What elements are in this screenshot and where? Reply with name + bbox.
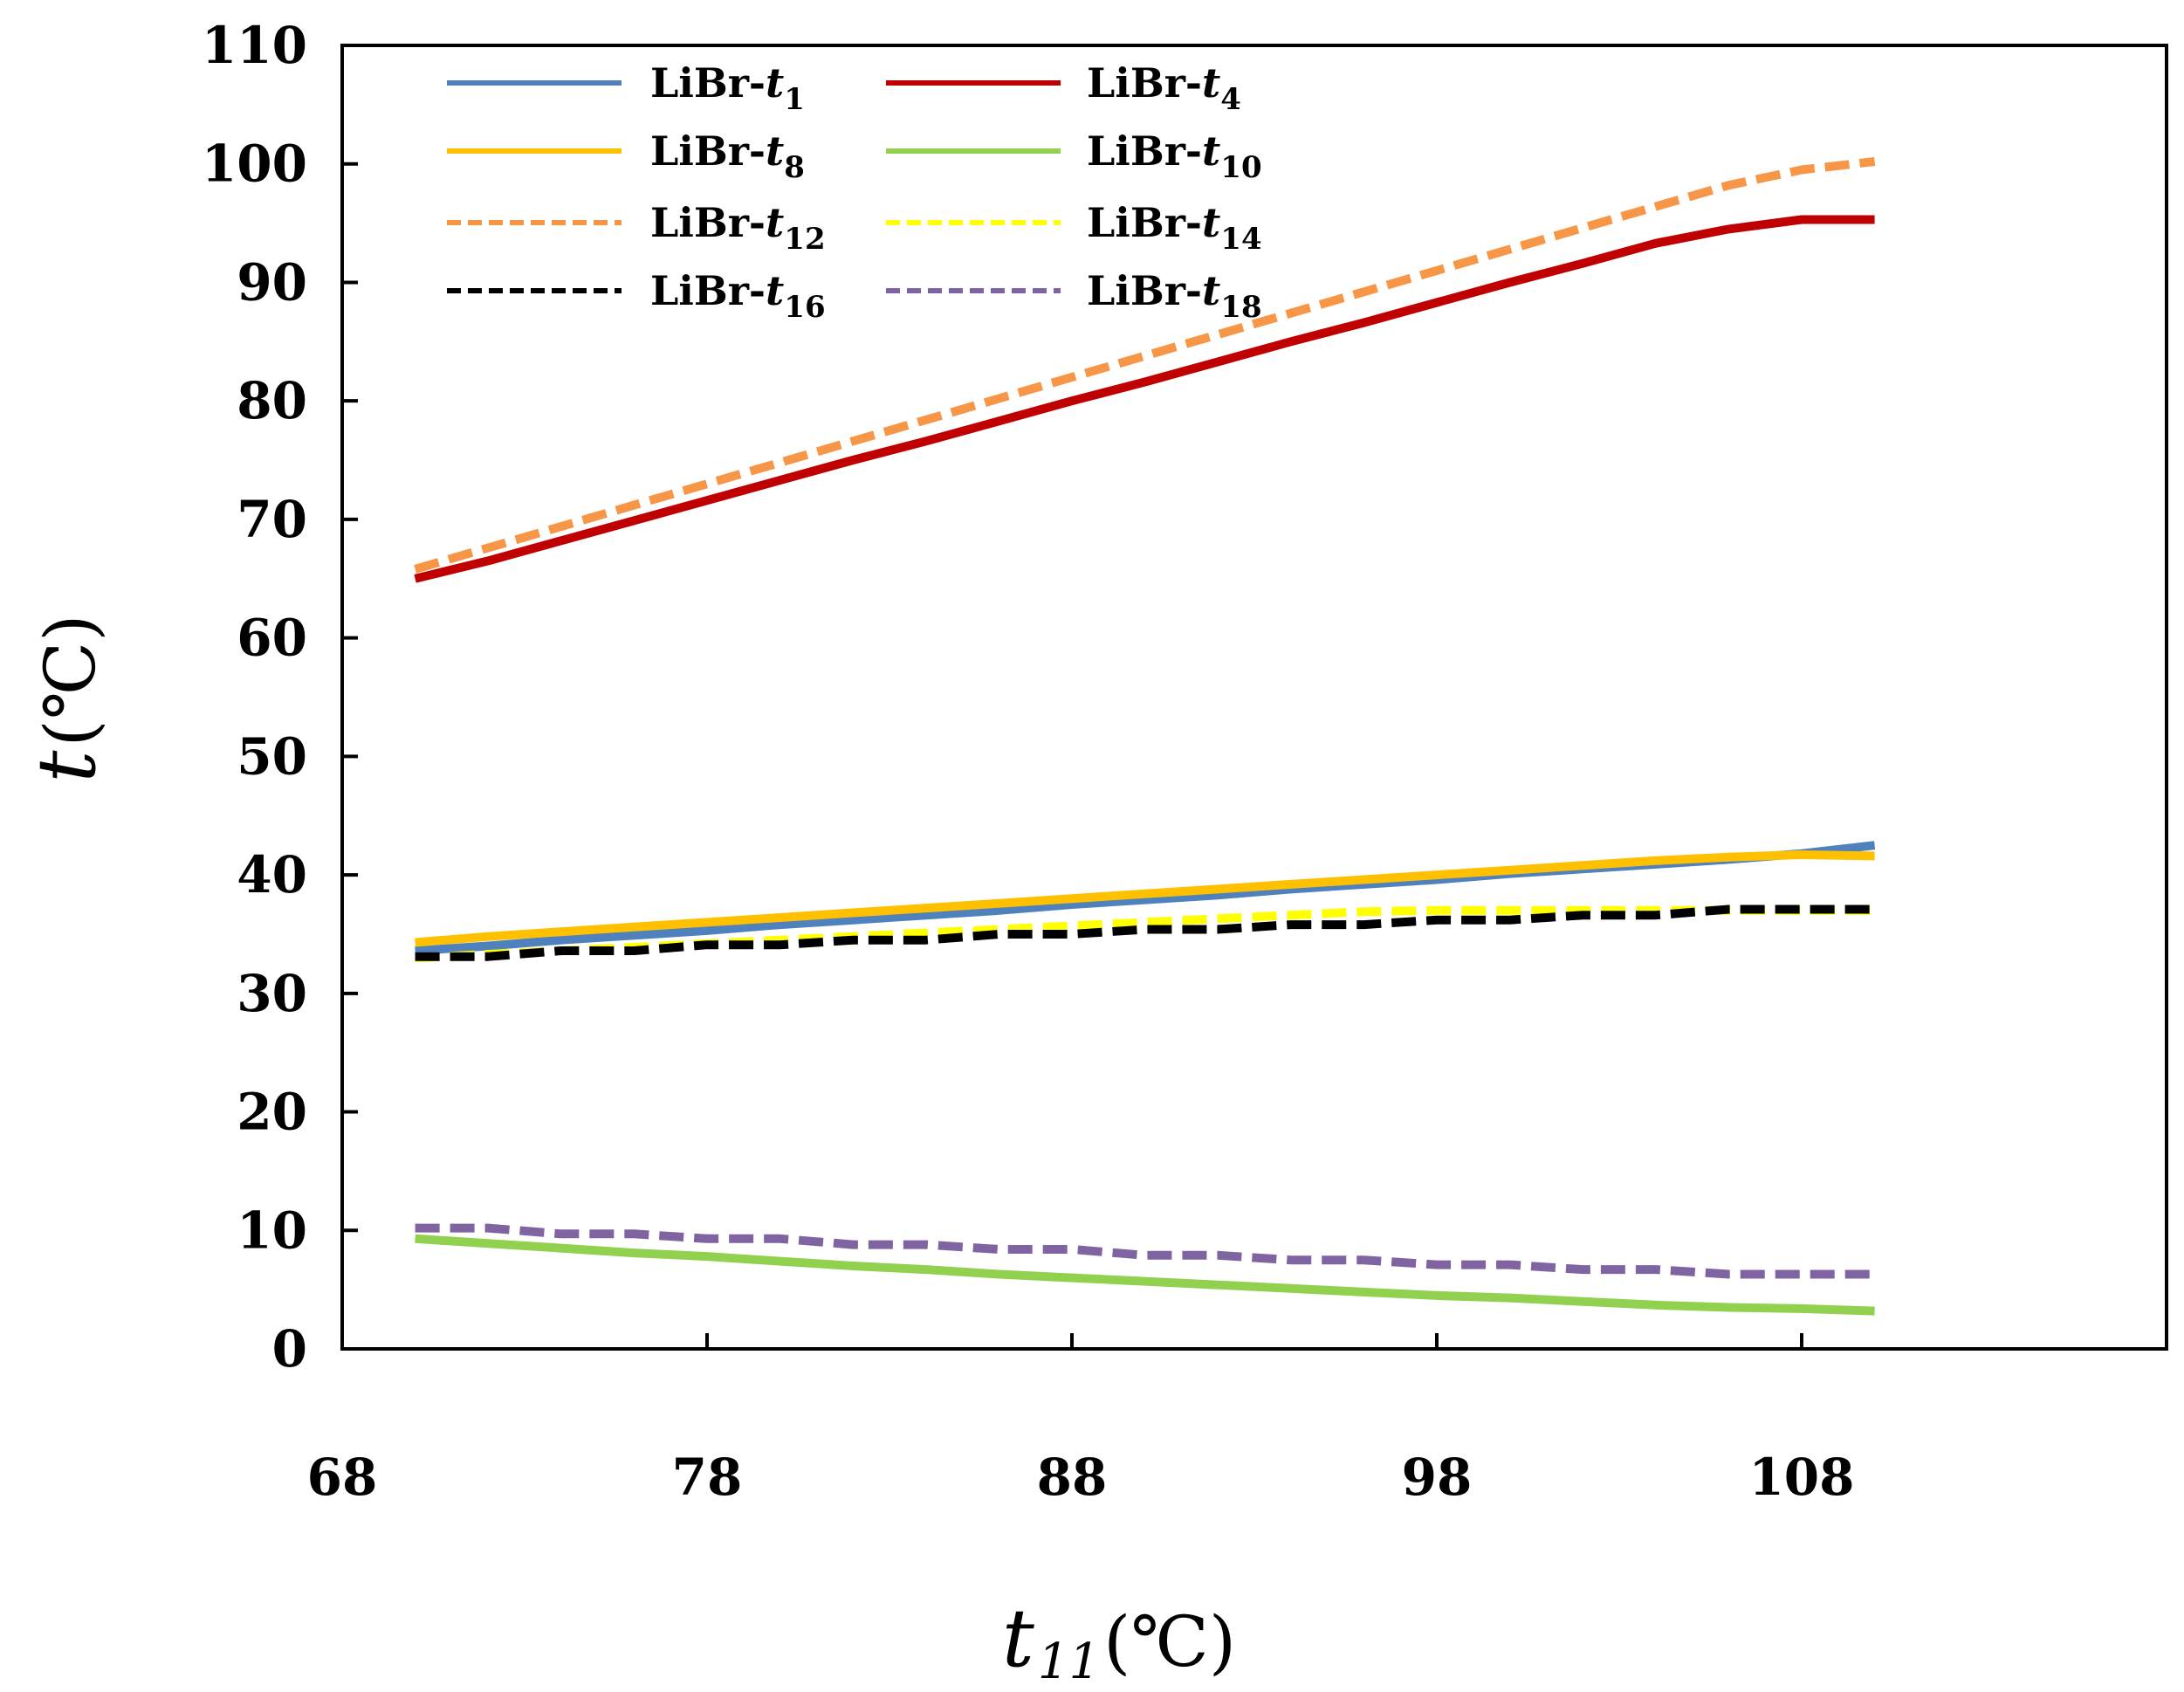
legend-label-prefix: LiBr- xyxy=(650,199,766,246)
y-tick-label: 40 xyxy=(237,845,307,904)
legend-label-libr-t14: LiBr-t14 xyxy=(1087,199,1262,257)
legend-label-variable: t xyxy=(766,267,784,314)
legend-label-variable: t xyxy=(766,199,784,246)
legend-label-prefix: LiBr- xyxy=(1087,59,1202,107)
x-tick-label: 68 xyxy=(307,1448,378,1507)
series-line-libr-t10 xyxy=(415,1234,1875,1316)
x-tick-label: 88 xyxy=(1037,1448,1108,1507)
y-axis-title: t (℃) xyxy=(20,615,113,783)
legend-label-prefix: LiBr- xyxy=(1087,267,1202,314)
series-line-libr-t12 xyxy=(414,157,1876,574)
legend-label-variable: t xyxy=(1202,199,1220,246)
x-tick-label: 108 xyxy=(1748,1448,1854,1507)
legend-label-subscript: 18 xyxy=(1220,290,1261,325)
legend-label-libr-t18: LiBr-t18 xyxy=(1087,267,1262,325)
y-tick-label: 70 xyxy=(237,490,307,549)
y-tick-label: 60 xyxy=(237,609,307,668)
legend-label-libr-t10: LiBr-t10 xyxy=(1087,127,1262,185)
legend-label-libr-t16: LiBr-t16 xyxy=(650,267,826,325)
y-tick-label: 10 xyxy=(237,1200,307,1260)
legend-label-variable: t xyxy=(1202,59,1220,107)
legend-label-subscript: 1 xyxy=(784,82,805,117)
x-axis-ticks: 68 78 88 98 108 xyxy=(307,1333,1855,1507)
series-line-libr-t4 xyxy=(414,215,1875,583)
legend-label-prefix: LiBr- xyxy=(650,127,766,175)
y-tick-label: 110 xyxy=(202,16,307,75)
y-tick-label: 30 xyxy=(237,964,307,1023)
series-line-libr-t8 xyxy=(415,850,1875,947)
legend-label-subscript: 12 xyxy=(784,222,825,257)
legend-label-prefix: LiBr- xyxy=(650,59,766,107)
y-axis-title-unit: (℃) xyxy=(30,615,111,747)
y-axis-title-variable: t xyxy=(20,749,113,782)
legend-label-libr-t8: LiBr-t8 xyxy=(650,127,805,185)
legend-label-variable: t xyxy=(766,127,784,175)
legend-label-variable: t xyxy=(1202,127,1220,175)
y-tick-label: 100 xyxy=(202,134,307,194)
legend-label-subscript: 16 xyxy=(784,290,825,325)
y-axis-ticks: 0 10 20 30 40 50 60 70 80 90 100 110 xyxy=(202,16,358,1379)
y-tick-label: 20 xyxy=(237,1083,307,1142)
legend-label-prefix: LiBr- xyxy=(1087,127,1202,175)
x-axis-title-unit: (℃) xyxy=(1103,1601,1236,1682)
x-axis-title: t 11 (℃) xyxy=(1002,1592,1236,1690)
legend-label-subscript: 8 xyxy=(784,150,805,185)
legend-label-variable: t xyxy=(1202,267,1220,314)
series-layer xyxy=(414,157,1876,1316)
legend-label-subscript: 14 xyxy=(1220,222,1261,257)
plot-area-frame xyxy=(340,44,2168,1351)
legend-label-libr-t4: LiBr-t4 xyxy=(1087,59,1241,117)
legend-label-prefix: LiBr- xyxy=(1087,199,1202,246)
legend-label-prefix: LiBr- xyxy=(650,267,766,314)
legend-label-subscript: 10 xyxy=(1220,150,1261,185)
y-tick-label: 0 xyxy=(272,1319,307,1379)
y-tick-label: 50 xyxy=(237,726,307,786)
legend-label-libr-t1: LiBr-t1 xyxy=(650,59,805,117)
x-axis-title-variable: t xyxy=(1002,1592,1035,1685)
x-tick-label: 98 xyxy=(1402,1448,1473,1507)
y-tick-label: 90 xyxy=(237,252,307,312)
legend-label-libr-t12: LiBr-t12 xyxy=(650,199,826,257)
legend-label-variable: t xyxy=(766,59,784,107)
x-axis-title-subscript: 11 xyxy=(1038,1634,1100,1690)
x-tick-label: 78 xyxy=(672,1448,743,1507)
y-tick-label: 80 xyxy=(237,371,307,430)
legend-label-subscript: 4 xyxy=(1220,82,1241,117)
